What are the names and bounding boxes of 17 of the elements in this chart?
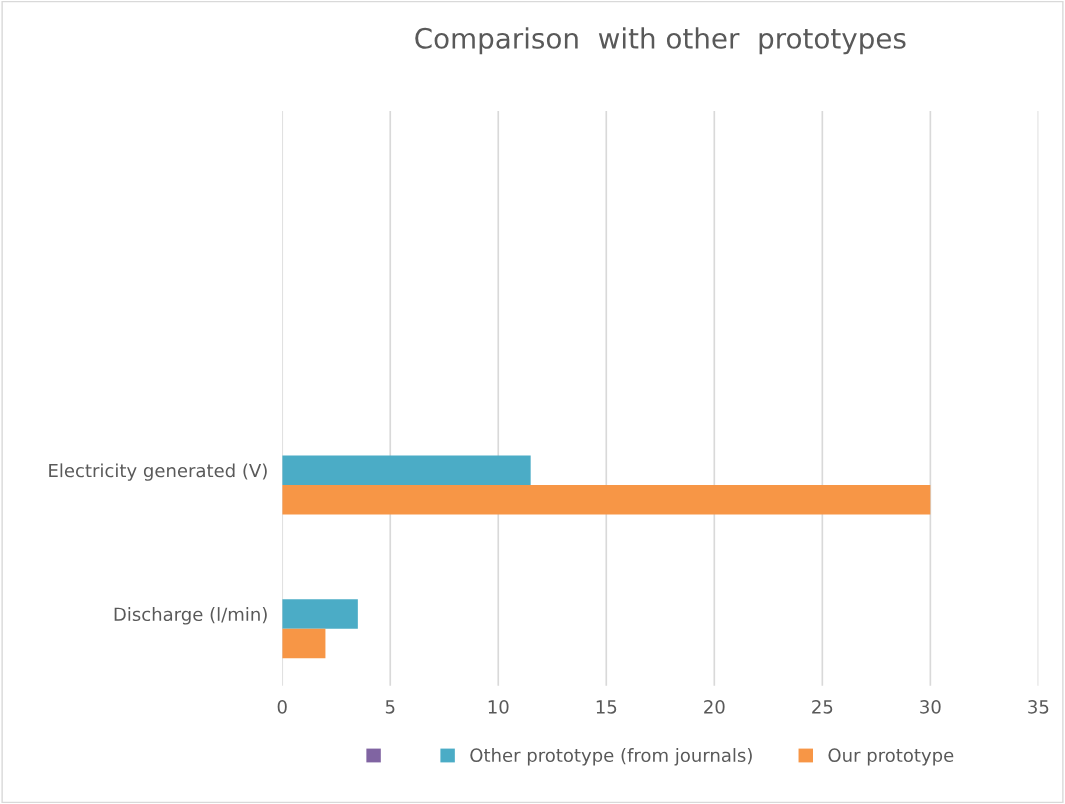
y-tick-label: Electricity generated (V)	[49, 463, 267, 481]
bar	[282, 455, 531, 485]
x-tick-label: 15	[596, 700, 617, 714]
x-tick-label: 25	[812, 700, 833, 714]
y-tick-label: Discharge (l/min)	[114, 607, 267, 625]
x-tick-label: 10	[488, 700, 509, 714]
bar	[282, 484, 931, 515]
bar	[282, 628, 326, 659]
x-tick-label: 30	[920, 700, 941, 714]
x-tick-label: 5	[385, 700, 395, 714]
bar	[282, 599, 358, 629]
x-tick-label: 0	[277, 700, 287, 714]
legend-label: Other prototype (from journals)	[470, 748, 752, 766]
x-tick-label: 20	[704, 700, 725, 714]
chart-title: Comparison with other prototypes	[415, 27, 906, 55]
x-tick-label: 35	[1028, 700, 1049, 714]
legend-label: Our prototype	[828, 748, 954, 766]
